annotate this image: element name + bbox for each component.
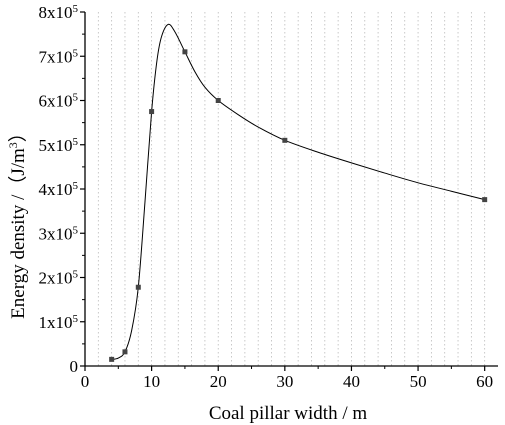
x-tick-label: 50 xyxy=(410,372,427,391)
y-tick-exponent: 5 xyxy=(73,224,79,236)
axes xyxy=(84,12,498,367)
y-tick-label: 3x105 xyxy=(39,224,79,243)
x-tick-label: 30 xyxy=(276,372,293,391)
y-tick-label: 1x105 xyxy=(39,313,79,332)
x-axis-ticks: 0 10 20 30 40 50 60 xyxy=(81,366,493,391)
y-tick-label: 8x105 xyxy=(39,3,79,22)
data-point-marker xyxy=(215,98,221,103)
x-tick-label: 10 xyxy=(143,372,160,391)
x-tick-label: 0 xyxy=(81,372,90,391)
y-axis-title-main: Energy density /（J/m xyxy=(7,148,29,319)
y-tick-label: 5x105 xyxy=(39,136,79,155)
data-point-marker xyxy=(109,356,115,362)
y-tick-label: 2x105 xyxy=(39,269,79,288)
data-point-marker xyxy=(182,49,188,55)
y-tick-exponent: 5 xyxy=(73,3,79,15)
y-tick-mantissa: 5x10 xyxy=(39,136,73,155)
y-tick-exponent: 5 xyxy=(73,180,79,192)
y-axis-title-superscript: 3 xyxy=(6,142,20,148)
x-tick-label: 60 xyxy=(476,372,493,391)
grid-lines xyxy=(97,12,486,366)
y-tick-exponent: 5 xyxy=(73,313,79,325)
y-tick-label: 6x105 xyxy=(39,92,79,111)
x-tick-label: 40 xyxy=(343,372,360,391)
y-axis-title: Energy density /（J/m3） xyxy=(6,123,29,319)
y-tick-exponent: 5 xyxy=(73,136,79,148)
y-tick-mantissa: 7x10 xyxy=(39,47,73,66)
y-axis-ticks: 01x1052x1053x1054x1055x1056x1057x1058x10… xyxy=(39,3,85,376)
y-tick-mantissa: 6x10 xyxy=(39,92,73,111)
y-tick-mantissa: 1x10 xyxy=(39,313,73,332)
y-axis-title-close: ） xyxy=(7,123,29,142)
y-tick-mantissa: 8x10 xyxy=(39,3,73,22)
x-axis-title: Coal pillar width / m xyxy=(209,403,368,424)
data-point-marker xyxy=(482,197,488,203)
x-tick-label: 20 xyxy=(210,372,227,391)
series-markers xyxy=(109,49,488,362)
data-point-marker xyxy=(135,284,141,290)
y-tick-label: 7x105 xyxy=(39,47,79,66)
y-tick-exponent: 5 xyxy=(73,269,79,281)
y-tick-mantissa: 4x10 xyxy=(39,180,73,199)
y-tick-label: 4x105 xyxy=(39,180,79,199)
y-tick-exponent: 5 xyxy=(73,47,79,59)
y-tick-mantissa: 2x10 xyxy=(39,269,73,288)
y-tick-exponent: 5 xyxy=(73,92,79,104)
y-tick-label: 0 xyxy=(70,357,79,376)
data-point-marker xyxy=(149,109,155,115)
data-point-marker xyxy=(122,349,128,355)
data-point-marker xyxy=(282,137,288,143)
y-tick-mantissa: 3x10 xyxy=(39,224,73,243)
